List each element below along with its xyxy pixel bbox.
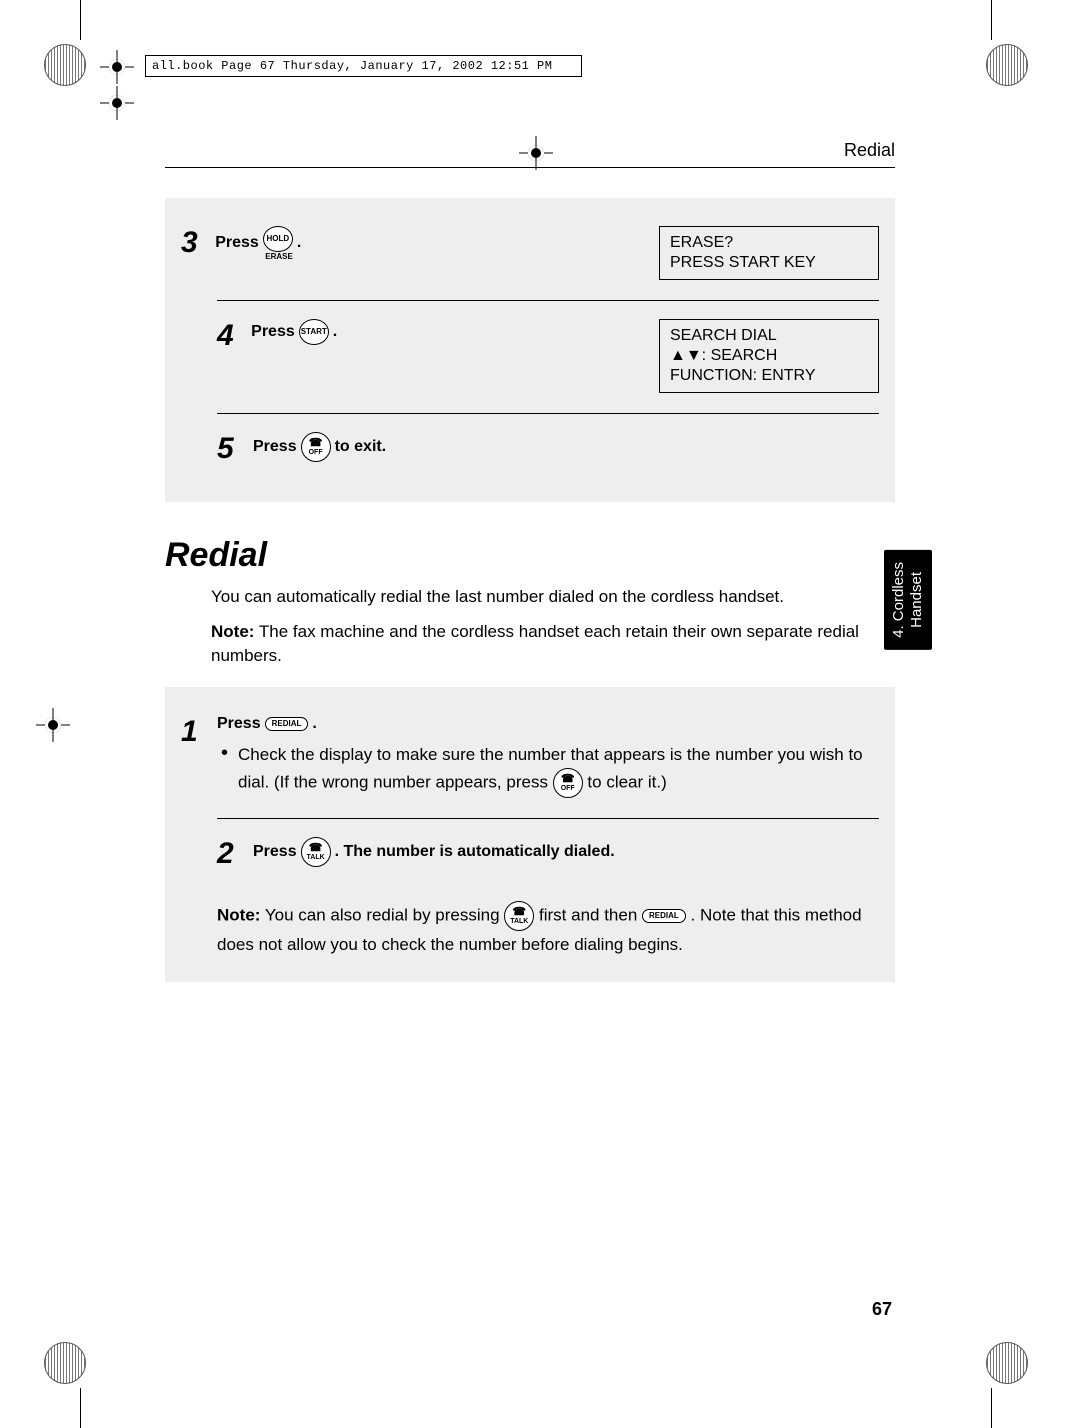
note-label: Note: xyxy=(217,906,260,925)
step-number: 2 xyxy=(217,839,253,869)
doc-header-text: all.book Page 67 Thursday, January 17, 2… xyxy=(152,59,552,73)
section-title: Redial xyxy=(165,536,895,575)
body-paragraph: You can automatically redial the last nu… xyxy=(211,585,895,610)
bullet-icon: • xyxy=(221,743,228,798)
panel-note: Note: You can also redial by pressing ☎ … xyxy=(217,889,879,964)
redial-button-label: REDIAL xyxy=(649,911,679,920)
print-crosshair xyxy=(100,86,134,120)
press-label: Press xyxy=(217,715,261,733)
body-note: Note: The fax machine and the cordless h… xyxy=(211,620,895,669)
step-4: 4 Press START . SEARCH DIAL ▲▼: SEARCH F… xyxy=(217,300,879,413)
note-t2: first and then xyxy=(539,906,642,925)
bullet-text: Check the display to make sure the numbe… xyxy=(238,741,879,798)
step-number: 1 xyxy=(181,717,217,747)
chapter-tab: 4. Cordless Handset xyxy=(884,550,932,650)
page-content: Redial 3 Press HOLD ERASE . ERASE? PRESS… xyxy=(165,140,895,982)
display-line: ▲▼: SEARCH xyxy=(670,346,868,366)
step-number: 4 xyxy=(217,321,251,351)
print-crosshair xyxy=(36,708,70,742)
print-mark-circle xyxy=(44,1342,86,1384)
talk-button-icon: ☎ TALK xyxy=(504,901,534,931)
step-1: 1 Press REDIAL . • Check the display to … xyxy=(181,697,879,818)
display-line: SEARCH DIAL xyxy=(670,326,868,346)
print-mark-circle xyxy=(44,44,86,86)
phone-icon: ☎ xyxy=(309,843,323,854)
hold-button-icon: HOLD xyxy=(263,226,293,252)
crop-line xyxy=(991,1388,992,1428)
off-button-icon: ☎ OFF xyxy=(301,432,331,462)
period: . xyxy=(312,715,316,733)
doc-header: all.book Page 67 Thursday, January 17, 2… xyxy=(145,55,582,77)
step-3: 3 Press HOLD ERASE . ERASE? PRESS START … xyxy=(181,208,879,300)
note-label: Note: xyxy=(211,622,254,641)
display-line: ERASE? xyxy=(670,233,868,253)
print-mark-circle xyxy=(986,44,1028,86)
period: . xyxy=(333,323,337,341)
step-number: 3 xyxy=(181,228,215,258)
phone-icon: ☎ xyxy=(512,907,526,918)
steps-panel-bottom: 1 Press REDIAL . • Check the display to … xyxy=(165,687,895,982)
crop-line xyxy=(80,1388,81,1428)
talk-button-icon: ☎ TALK xyxy=(301,837,331,867)
phone-icon: ☎ xyxy=(309,438,323,449)
bullet-lead: Check the display to make sure the numbe… xyxy=(238,745,863,792)
off-button-icon: ☎ OFF xyxy=(553,768,583,798)
talk-button-label: TALK xyxy=(307,854,325,861)
bullet-item: • Check the display to make sure the num… xyxy=(221,741,879,798)
redial-button-label: REDIAL xyxy=(272,719,302,728)
page-number: 67 xyxy=(872,1299,892,1320)
header-rule xyxy=(165,167,895,168)
talk-button-label: TALK xyxy=(510,918,528,925)
step-5: 5 Press ☎ OFF to exit. xyxy=(217,413,879,484)
lcd-display: SEARCH DIAL ▲▼: SEARCH FUNCTION: ENTRY xyxy=(659,319,879,393)
erase-sublabel: ERASE xyxy=(265,252,293,261)
note-body: The fax machine and the cordless handset… xyxy=(211,622,859,666)
display-line: PRESS START KEY xyxy=(670,253,868,273)
press-label: Press xyxy=(215,234,259,252)
print-mark-circle xyxy=(986,1342,1028,1384)
press-label: Press xyxy=(253,843,297,861)
lcd-display: ERASE? PRESS START KEY xyxy=(659,226,879,280)
off-button-label: OFF xyxy=(561,785,575,792)
bullet-tail: to clear it.) xyxy=(587,773,666,792)
off-button-label: OFF xyxy=(309,449,323,456)
redial-button-icon: REDIAL xyxy=(642,909,686,923)
step-2: 2 Press ☎ TALK . The number is automatic… xyxy=(217,818,879,889)
note-t1: You can also redial by pressing xyxy=(260,906,504,925)
crop-line xyxy=(991,0,992,40)
hold-button-label: HOLD xyxy=(266,235,289,243)
steps-panel-top: 3 Press HOLD ERASE . ERASE? PRESS START … xyxy=(165,198,895,502)
print-crosshair xyxy=(100,50,134,84)
press-label: Press xyxy=(253,438,297,456)
display-line: FUNCTION: ENTRY xyxy=(670,366,868,386)
crop-line xyxy=(80,0,81,40)
start-button-icon: START xyxy=(299,319,329,345)
step-number: 5 xyxy=(217,434,253,464)
step-tail: . The number is automatically dialed. xyxy=(335,843,615,861)
redial-button-icon: REDIAL xyxy=(265,717,309,731)
running-head: Redial xyxy=(165,140,895,161)
start-button-label: START xyxy=(301,328,327,336)
phone-icon: ☎ xyxy=(561,774,575,785)
period: . xyxy=(297,234,301,252)
press-label: Press xyxy=(251,323,295,341)
step-tail: to exit. xyxy=(335,438,387,456)
